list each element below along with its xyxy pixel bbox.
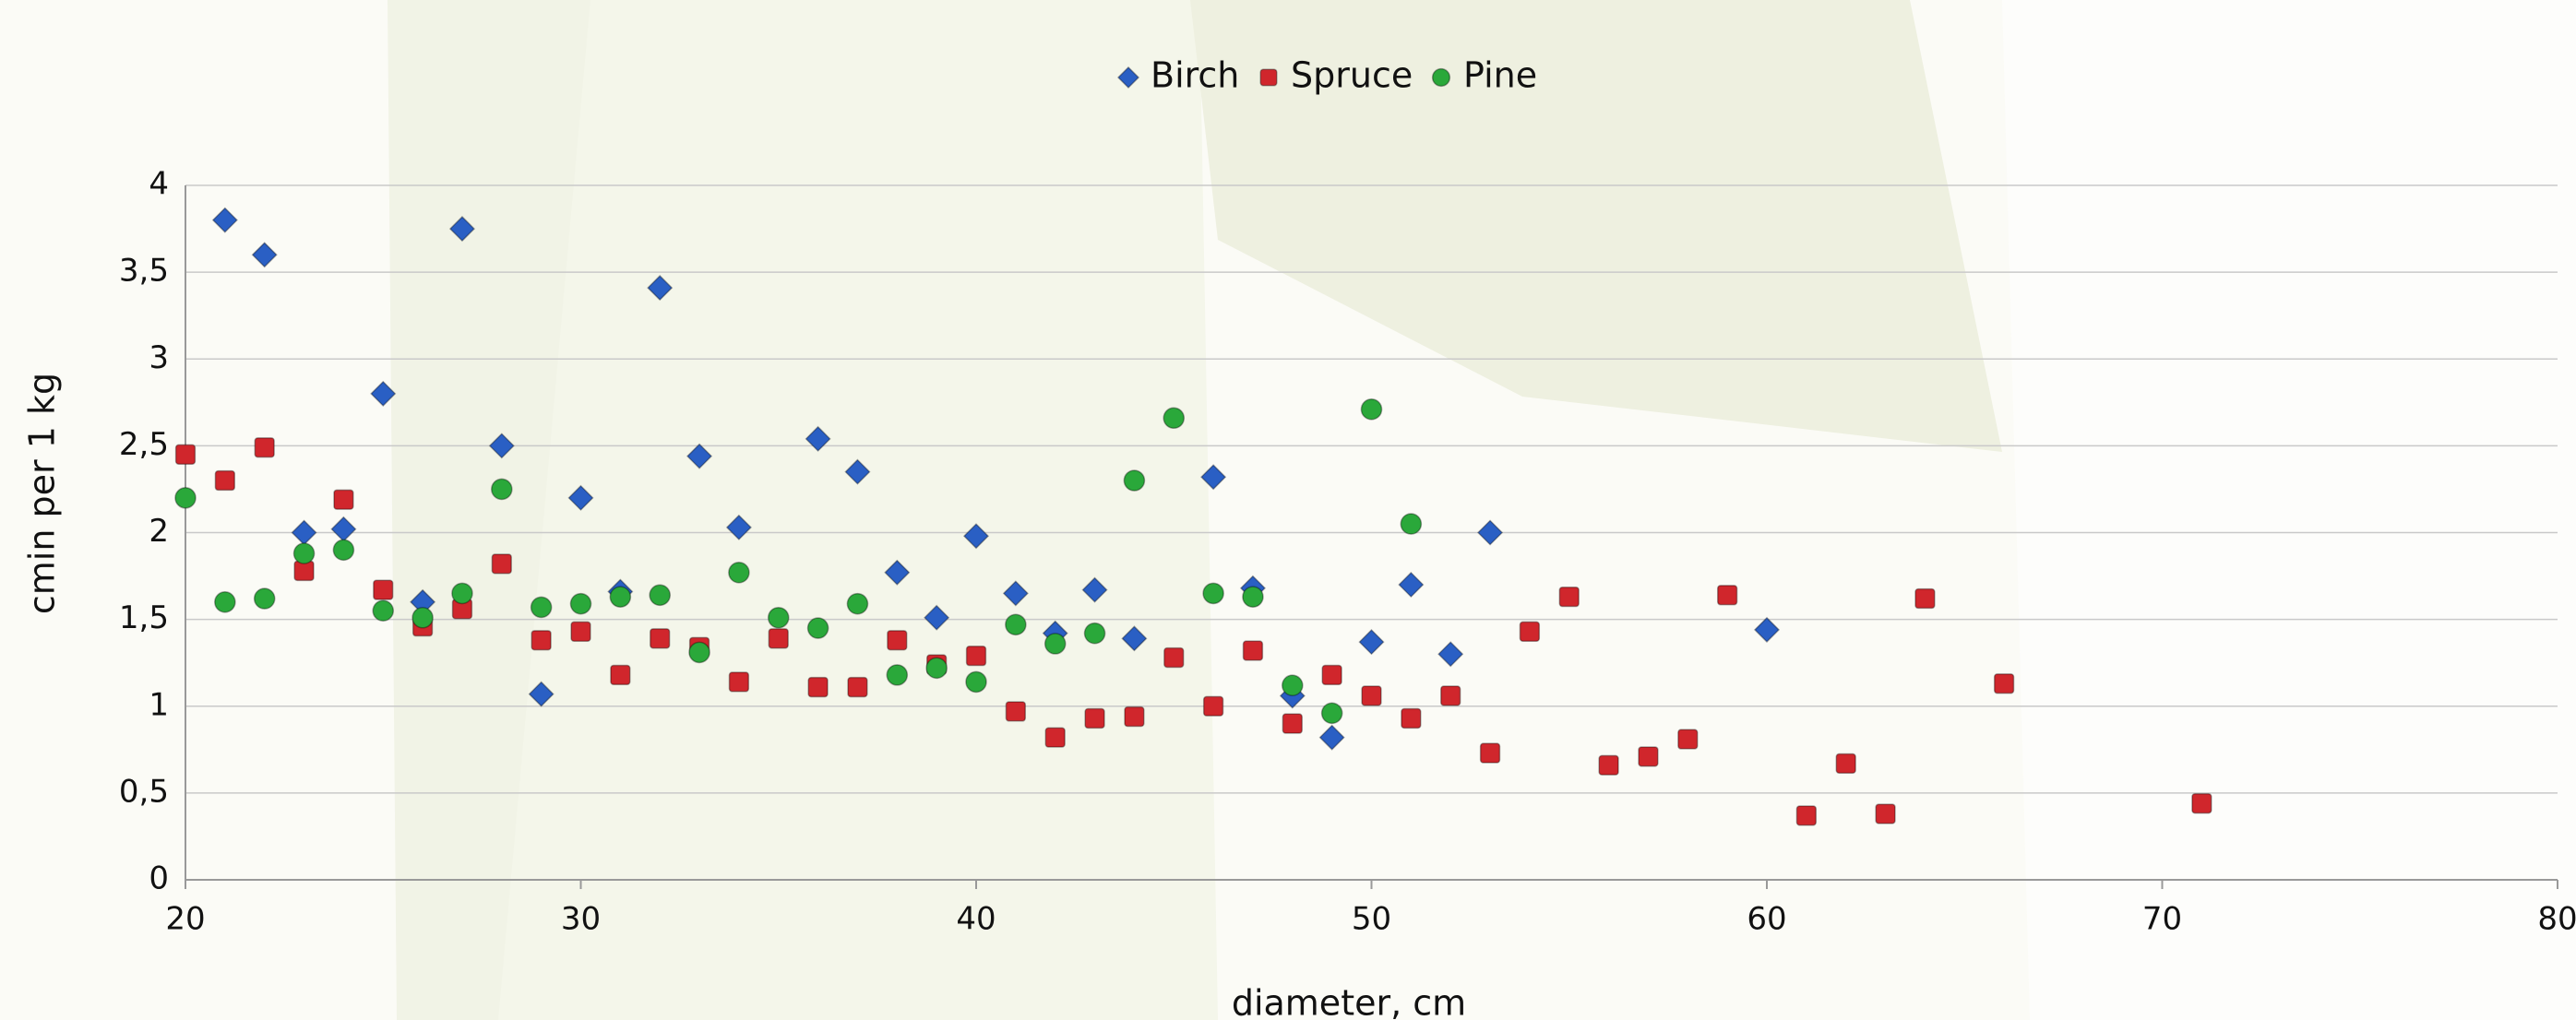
point [967,646,986,666]
point [1361,399,1381,420]
y-tick-label: 0,5 [119,773,169,810]
point [1243,587,1263,607]
y-tick-label: 3,5 [119,253,169,290]
y-tick-label: 2 [149,513,169,550]
x-tick-label: 50 [1352,901,1391,938]
point [255,588,275,609]
point [1718,586,1737,605]
point [1401,709,1421,729]
point [888,631,907,650]
point [412,608,433,628]
point [531,631,551,650]
x-tick-label: 40 [956,901,996,938]
x-tick-label: 80 [2537,901,2576,938]
point [334,490,353,509]
point [1915,589,1935,609]
point [1125,707,1144,727]
point [1085,623,1105,644]
legend-label: Pine [1463,55,1537,96]
point [611,665,630,684]
point [966,671,986,692]
point [2192,794,2212,813]
point [610,587,630,607]
point [1678,729,1698,749]
point [1282,675,1303,695]
point [294,543,315,563]
point [215,471,234,491]
point [175,488,196,508]
point [1006,702,1025,721]
background [0,0,2576,1020]
point [176,445,196,464]
chart: 0 0,5 1 1,5 2 2,5 3 3,5 4 20 30 40 50 60 70 80 Birch Spr… [0,0,2576,1020]
y-tick-label: 1,5 [119,599,169,636]
point [570,594,590,614]
point [492,479,512,499]
point [571,622,590,641]
point [1204,696,1223,716]
point [730,672,749,692]
point [689,642,710,662]
point [808,618,829,638]
point [650,585,670,605]
y-tick-label: 2,5 [119,426,169,463]
point [1836,753,1855,773]
point [1163,408,1184,428]
point [769,608,789,628]
x-tick-label: 70 [2142,901,2182,938]
point [887,665,907,685]
point [650,629,670,648]
legend-label: Spruce [1291,55,1413,96]
point [1164,648,1184,668]
y-tick-label: 0 [149,860,169,897]
y-tick-label: 1 [149,686,169,723]
legend-marker [1260,69,1277,86]
x-axis-title: diameter, cm [1232,983,1466,1020]
point [1006,614,1026,635]
point [1203,583,1223,603]
legend-label: Birch [1151,55,1239,96]
point [1085,709,1104,729]
point [1282,714,1302,733]
x-tick-label: 60 [1747,901,1786,938]
x-tick-label: 30 [561,901,601,938]
point [1322,703,1342,723]
point [1045,634,1066,654]
point [769,629,788,648]
point [1244,641,1263,660]
point [848,678,867,697]
point [1876,804,1895,824]
point [1796,806,1816,825]
point [1322,665,1342,684]
point [729,563,749,583]
y-tick-label: 4 [149,166,169,203]
y-tick-label: 3 [149,339,169,376]
point [215,592,235,612]
point [1124,470,1144,491]
point [1045,728,1065,747]
legend: Birch Spruce Pine [1118,55,1537,96]
point [1362,686,1381,706]
point [1521,622,1540,641]
point [1599,755,1618,775]
point [1639,747,1658,766]
point [1441,686,1461,706]
point [847,594,867,614]
y-axis-title: cmin per 1 kg [22,373,63,614]
point [531,597,552,617]
point [374,580,393,599]
point [452,583,472,603]
point [1481,743,1500,763]
x-tick-label: 20 [165,901,205,938]
point [255,438,274,457]
point [1559,587,1579,607]
point [373,600,393,621]
point [1995,674,2014,694]
point [926,658,947,678]
legend-marker [1433,69,1450,87]
point [808,678,828,697]
point [492,554,511,574]
point [333,540,353,560]
point [1401,514,1421,534]
